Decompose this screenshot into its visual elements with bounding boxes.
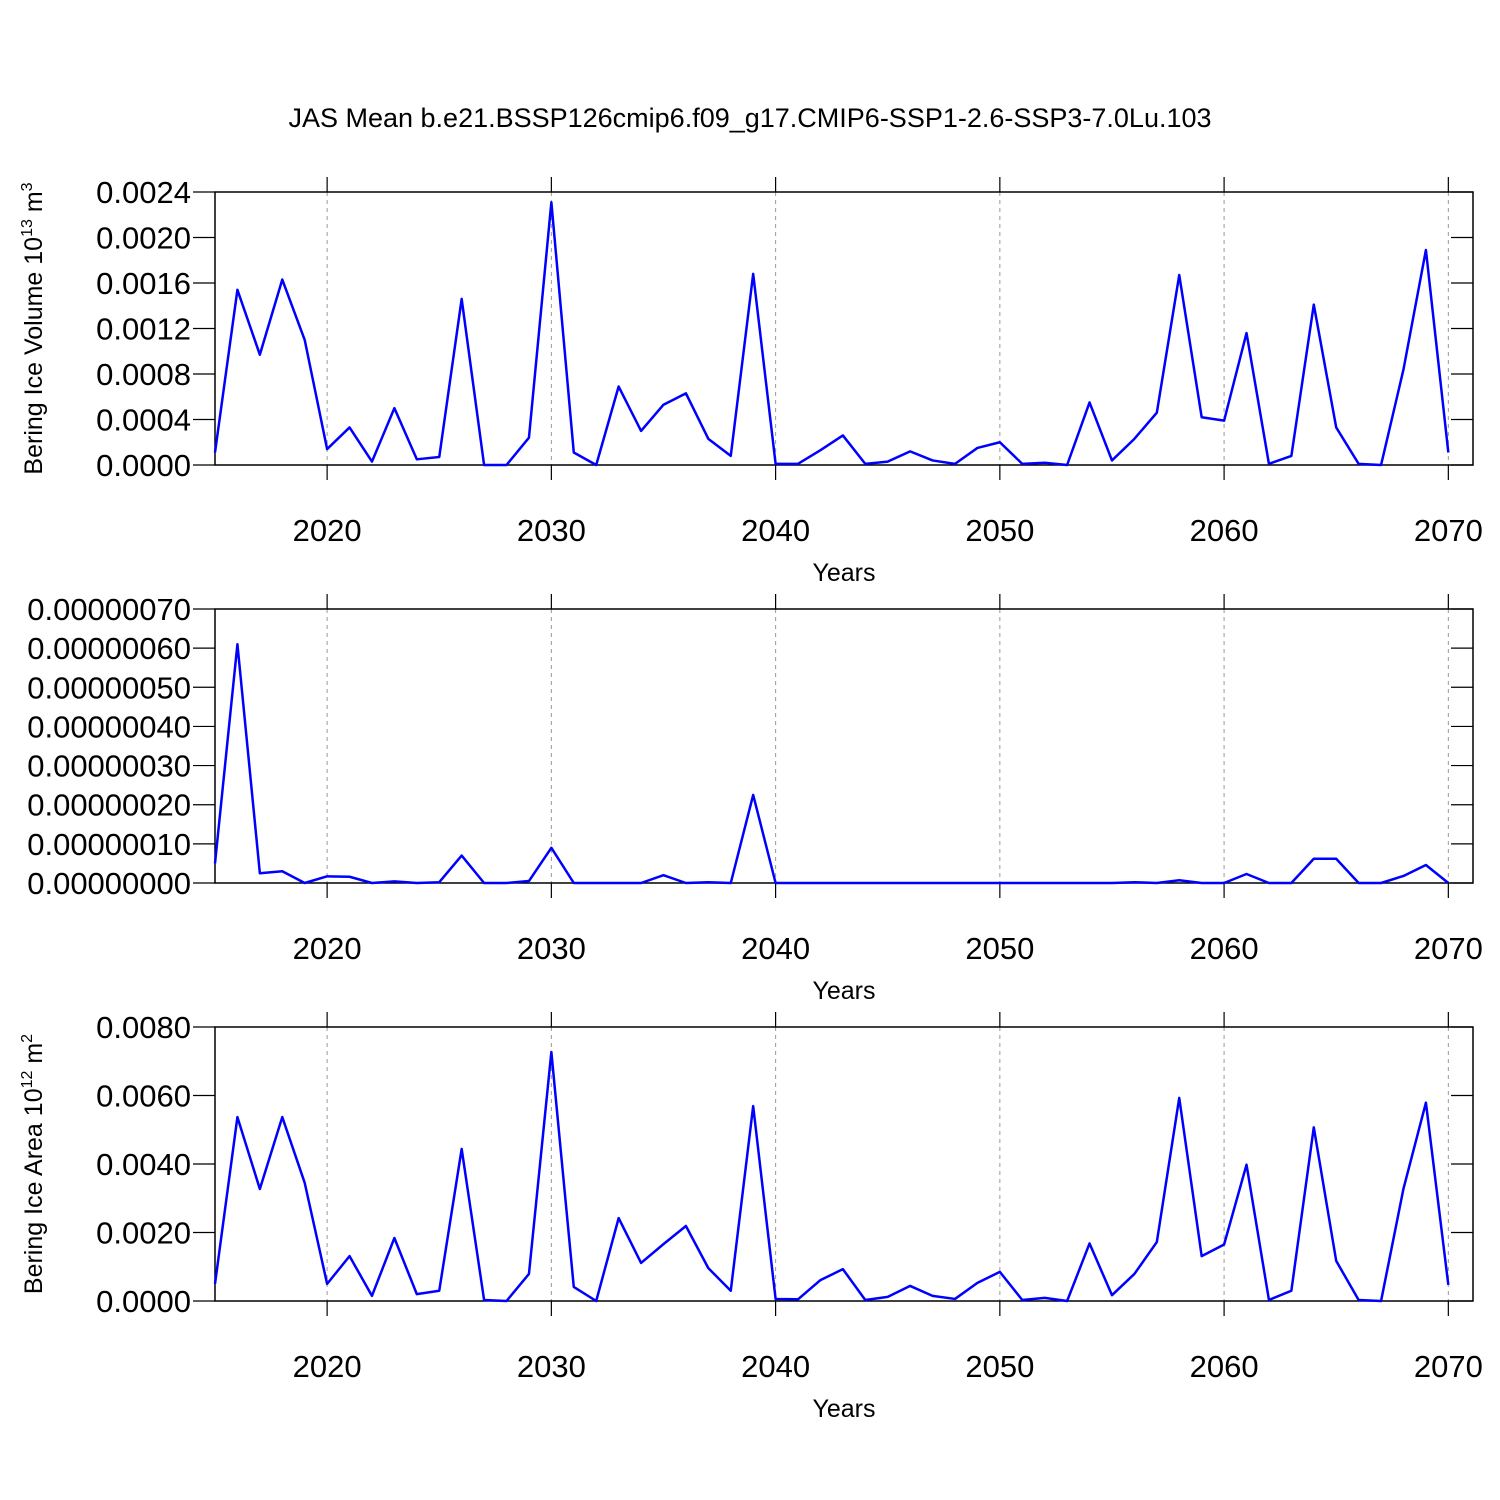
y-tick-label: 0.0020: [96, 1216, 191, 1251]
y-tick-label: 0.00000070: [27, 592, 191, 627]
y-tick-label: 0.0000: [96, 1284, 191, 1319]
y-axis-title: Bering Ice Volume 1013 m3: [19, 182, 48, 474]
y-tick-label: 0.0024: [96, 175, 191, 210]
y-axis-title-unit: m: [20, 191, 48, 219]
data-line: [213, 200, 1450, 467]
y-tick-label: 0.0000: [96, 448, 191, 483]
y-tick-label: 0.00000050: [27, 670, 191, 705]
y-tick-label: 0.00000060: [27, 631, 191, 666]
x-tick-label: 2040: [741, 1349, 810, 1384]
x-tick-label: 2040: [741, 931, 810, 966]
plot-frame: [214, 1026, 1474, 1302]
x-tick-label: 2070: [1414, 1349, 1483, 1384]
x-tick-label: 2020: [293, 931, 362, 966]
x-tick-label: 2030: [517, 931, 586, 966]
data-line: [213, 642, 1450, 885]
y-axis-title-exponent: 12: [19, 1070, 36, 1088]
x-tick-label: 2060: [1190, 1349, 1259, 1384]
y-axis-title-unit-exponent: 3: [19, 182, 36, 191]
plot-frame: [214, 191, 1474, 466]
x-tick-label: 2020: [293, 1349, 362, 1384]
y-tick-label: 0.0012: [96, 312, 191, 347]
y-tick-label: 0.0040: [96, 1147, 191, 1182]
x-axis-title: Years: [812, 1395, 875, 1423]
y-tick-label: 0.0004: [96, 403, 191, 438]
y-tick-label: 0.0080: [96, 1010, 191, 1045]
x-tick-label: 2060: [1190, 931, 1259, 966]
x-axis-title: Years: [812, 977, 875, 1005]
x-tick-label: 2050: [965, 931, 1034, 966]
data-line: [213, 1050, 1450, 1303]
y-tick-label: 0.00000030: [27, 749, 191, 784]
x-tick-label: 2020: [293, 513, 362, 548]
y-axis-title-text: Bering Ice Area 10: [20, 1088, 48, 1294]
x-tick-label: 2040: [741, 513, 810, 548]
y-tick-label: 0.00000020: [27, 788, 191, 823]
x-tick-label: 2050: [965, 513, 1034, 548]
x-tick-label: 2060: [1190, 513, 1259, 548]
y-axis-title-text: Bering Ice Volume 10: [20, 237, 48, 475]
x-axis-title: Years: [812, 559, 875, 587]
x-tick-label: 2070: [1414, 513, 1483, 548]
x-tick-label: 2030: [517, 1349, 586, 1384]
y-tick-label: 0.00000000: [27, 866, 191, 901]
y-tick-label: 0.0020: [96, 221, 191, 256]
y-tick-label: 0.00000040: [27, 709, 191, 744]
y-tick-label: 0.0016: [96, 266, 191, 301]
plot-frame: [214, 608, 1474, 884]
y-axis-title-exponent: 13: [19, 219, 36, 237]
y-axis-title: Bering Ice Area 1012 m2: [19, 1034, 48, 1294]
y-tick-label: 0.00000010: [27, 827, 191, 862]
y-axis-title-unit: m: [20, 1043, 48, 1071]
y-tick-label: 0.0060: [96, 1079, 191, 1114]
chart-title: JAS Mean b.e21.BSSP126cmip6.f09_g17.CMIP…: [288, 103, 1211, 133]
x-tick-label: 2030: [517, 513, 586, 548]
x-tick-label: 2070: [1414, 931, 1483, 966]
x-tick-label: 2050: [965, 1349, 1034, 1384]
y-tick-label: 0.0008: [96, 357, 191, 392]
y-axis-title-unit-exponent: 2: [19, 1034, 36, 1043]
